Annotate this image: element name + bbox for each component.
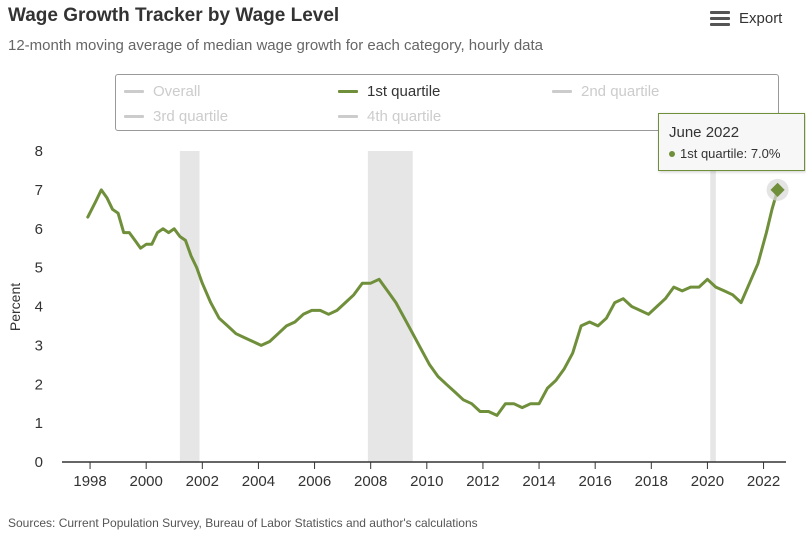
legend-label: 3rd quartile <box>153 108 229 125</box>
y-tick-label: 0 <box>35 454 43 471</box>
chart-title: Wage Growth Tracker by Wage Level <box>8 5 340 26</box>
y-tick-label: 4 <box>35 299 43 316</box>
x-tick-label: 2022 <box>747 473 780 490</box>
x-tick-label: 1998 <box>73 473 106 490</box>
legend-item-2nd-quartile[interactable]: 2nd quartile <box>552 83 659 100</box>
legend-label: 1st quartile <box>367 83 441 100</box>
tooltip-title: June 2022 <box>669 124 740 141</box>
legend-item-4th-quartile[interactable]: 4th quartile <box>338 108 441 125</box>
x-tick-label: 2016 <box>578 473 611 490</box>
highlight-point-marker <box>770 182 785 197</box>
x-tick-label: 2000 <box>129 473 162 490</box>
y-tick-label: 1 <box>35 415 43 432</box>
hamburger-menu-icon <box>710 10 730 27</box>
y-tick-label: 8 <box>35 143 43 160</box>
legend-item-overall[interactable]: Overall <box>124 83 201 100</box>
x-tick-label: 2004 <box>242 473 275 490</box>
source-note: Sources: Current Population Survey, Bure… <box>8 516 478 530</box>
x-tick-label: 2020 <box>691 473 724 490</box>
legend-swatch <box>124 115 144 118</box>
export-button[interactable]: Export <box>710 10 782 27</box>
export-label: Export <box>739 10 783 27</box>
y-tick-label: 2 <box>35 376 43 393</box>
recession-bands <box>179 151 716 462</box>
x-tick-label: 2006 <box>298 473 331 490</box>
y-tick-label: 6 <box>35 221 43 238</box>
y-tick-label: 3 <box>35 337 43 354</box>
x-tick-label: 2018 <box>635 473 668 490</box>
x-tick-label: 2012 <box>466 473 499 490</box>
x-tick-label: 2010 <box>410 473 443 490</box>
recession-band <box>367 151 413 462</box>
legend-label: 4th quartile <box>367 108 442 125</box>
legend-item-1st-quartile[interactable]: 1st quartile <box>338 83 440 100</box>
series-layer <box>86 178 789 417</box>
legend-label: 2nd quartile <box>581 83 660 100</box>
x-tick-label: 2008 <box>354 473 387 490</box>
tooltip: June 2022 1st quartile: 7.0% <box>658 113 805 171</box>
x-tick-label: 2014 <box>522 473 555 490</box>
y-tick-label: 5 <box>35 260 43 277</box>
recession-band <box>179 151 200 462</box>
legend-swatch <box>338 90 358 93</box>
legend-swatch <box>338 115 358 118</box>
y-axis-label: Percent <box>7 283 23 331</box>
legend-swatch <box>124 90 144 93</box>
legend-item-3rd-quartile[interactable]: 3rd quartile <box>124 108 228 125</box>
recession-band <box>710 151 716 462</box>
series-dot-icon <box>669 150 675 157</box>
legend-label: Overall <box>153 83 201 100</box>
chart-subtitle: 12-month moving average of median wage g… <box>8 37 544 54</box>
tooltip-value: 1st quartile: 7.0% <box>680 146 781 161</box>
axes: 0 1 2 3 4 5 6 7 8 1998 2000 2002 2004 2006 2008 2010 201… <box>35 143 786 490</box>
tooltip-row: 1st quartile: 7.0% <box>669 146 780 161</box>
legend-swatch <box>552 90 572 93</box>
x-tick-label: 2002 <box>186 473 219 490</box>
series-line-1st-quartile <box>86 188 780 417</box>
y-tick-label: 7 <box>35 182 43 199</box>
